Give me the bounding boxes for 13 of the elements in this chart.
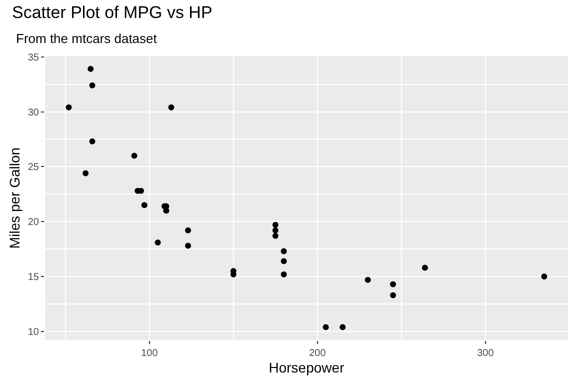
y-tick-label: 25 — [28, 162, 40, 174]
x-axis-title: Horsepower — [268, 359, 345, 376]
x-tick-label: 300 — [477, 348, 494, 359]
x-tick-label: 100 — [141, 348, 158, 359]
y-tick-label: 35 — [28, 52, 40, 64]
chart-subtitle: From the mtcars dataset — [16, 31, 158, 46]
x-tick-label: 200 — [309, 348, 326, 359]
y-axis-title: Miles per Gallon — [6, 147, 22, 249]
chart-title: Scatter Plot of MPG vs HP — [12, 2, 212, 22]
y-tick-label: 15 — [28, 272, 40, 284]
y-tick-label: 30 — [28, 107, 40, 118]
y-tick-label: 20 — [28, 217, 40, 228]
y-tick-label: 10 — [28, 326, 40, 338]
